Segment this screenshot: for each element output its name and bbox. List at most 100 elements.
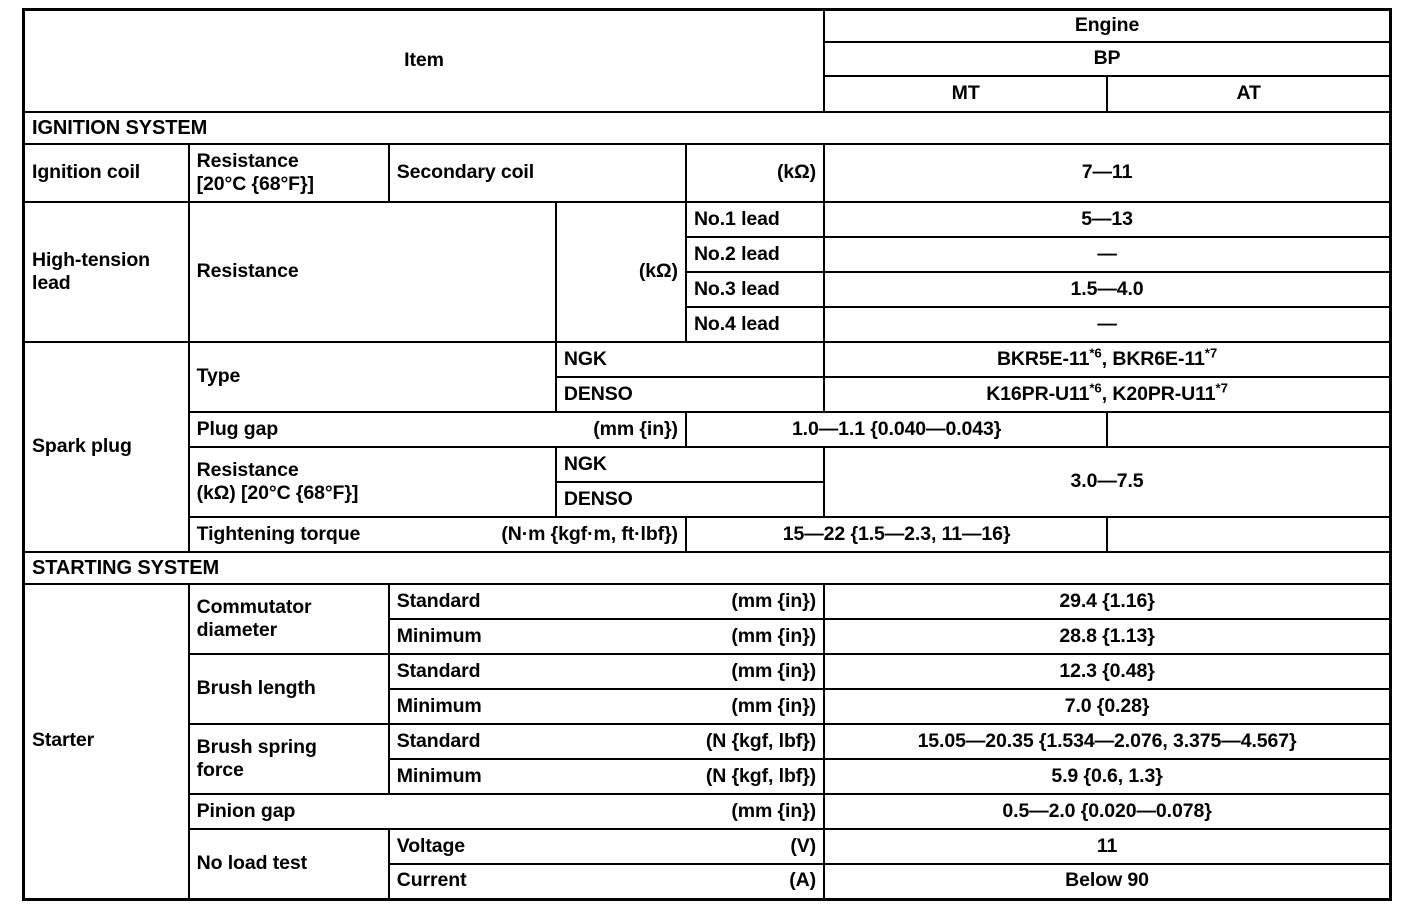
unit-tightening-torque: (N·m {kgf·m, ft·lbf}) [501, 522, 678, 545]
label-resistance-text: Resistance [196, 150, 299, 173]
subrow-brush-spring-minimum: Minimum (N {kgf, lbf}) [387, 758, 826, 795]
footnote-marker-6b: *6 [1089, 380, 1102, 396]
row-pinion-gap: Pinion gap (mm {in}) 0.5—2.0 {0.020—0.07… [24, 793, 1392, 830]
specifications-table: Item Engine BP MT AT IGNITION SYSTEM Ign… [22, 8, 1392, 901]
label-commutator-line2: diameter [196, 619, 278, 641]
label-ignition-coil-resistance: Resistance [20°C {68°F}] [187, 143, 390, 203]
value-no-load-voltage: 11 [823, 828, 1392, 865]
row-spark-plug-torque: Tightening torque (N·m {kgf·m, ft·lbf}) … [24, 516, 1391, 553]
row-no-load-voltage: No load test Voltage (V) 11 [24, 828, 1392, 900]
label-secondary-coil: Secondary coil [387, 143, 687, 203]
sublabel-current: Current [396, 869, 467, 892]
label-brush-length: Brush length [187, 653, 390, 725]
row-spark-plug-resistance-denso: DENSO [24, 481, 1391, 518]
value-denso-plug-2: K20PR-U11 [1112, 382, 1216, 405]
subrow-brush-length-minimum: Minimum (mm {in}) [387, 688, 826, 725]
row-commutator-minimum: Minimum (mm {in}) 28.8 {1.13} [24, 618, 1392, 655]
value-lead-1: 5—13 [823, 201, 1392, 238]
row-brush-spring-standard: Brush spring force Standard (N {kgf, lbf}… [24, 723, 1392, 795]
label-high-tension-resistance: Resistance [187, 201, 557, 343]
row-brush-spring-minimum: Minimum (N {kgf, lbf}) 5.9 {0.6, 1.3} [24, 758, 1392, 795]
label-brush-spring-line1: Brush spring [196, 736, 317, 759]
value-brush-spring-standard: 15.05—20.35 {1.534—2.076, 3.375—4.567} [823, 723, 1392, 760]
row-high-tension-lead-4: No.4 lead — [24, 306, 1392, 343]
value-spark-plug-type-ngk: BKR5E-11*6, BKR6E-11*7 [823, 341, 1392, 378]
label-lead-2: No.2 lead [684, 236, 826, 273]
row-high-tension-lead-2: No.2 lead — [24, 236, 1392, 273]
brand-denso-resistance: DENSO [554, 481, 826, 518]
label-brush-spring-line2: force [196, 759, 244, 781]
value-brush-length-minimum: 7.0 {0.28} [823, 688, 1392, 725]
subrow-brush-spring-standard: Standard (N {kgf, lbf}) [387, 723, 826, 760]
label-plug-gap: Plug gap [196, 417, 279, 440]
value-brush-spring-minimum: 5.9 {0.6, 1.3} [823, 758, 1392, 795]
subrow-no-load-current: Current (A) [387, 863, 826, 900]
header-row-engine: Item Engine [22, 8, 1392, 113]
label-resistance-temp: [20°C {68°F}] [196, 173, 314, 195]
label-lead-4: No.4 lead [684, 306, 826, 343]
sublabel-minimum: Minimum [396, 694, 482, 717]
group-ignition-coil: Ignition coil [22, 143, 190, 203]
group-high-tension-lead: High-tension lead [22, 201, 190, 343]
unit-brush-length-standard: (mm {in}) [731, 659, 817, 682]
value-brush-length-standard: 12.3 {0.48} [823, 653, 1392, 690]
value-lead-3: 1.5—4.0 [823, 271, 1392, 308]
unit-commutator-standard: (mm {in}) [731, 589, 817, 612]
value-lead-2: — [823, 236, 1392, 273]
label-commutator-diameter: Commutator diameter [187, 583, 390, 655]
value-denso-plug-1: K16PR-U11 [986, 382, 1090, 405]
label-spark-plug-resistance: Resistance (kΩ) [20°C {68°F}] [187, 446, 557, 518]
unit-brush-spring-minimum: (N {kgf, lbf}) [705, 764, 817, 787]
sublabel-standard: Standard [396, 729, 481, 752]
label-plug-gap-cell: Plug gap (mm {in}) [187, 411, 687, 448]
value-spark-plug-type-denso: K16PR-U11*6, K20PR-U11*7 [823, 376, 1392, 413]
header-item-label: Item [22, 8, 826, 113]
section-row-starting: STARTING SYSTEM [22, 551, 1392, 585]
unit-plug-gap: (mm {in}) [593, 417, 678, 440]
sublabel-minimum: Minimum [396, 624, 482, 647]
header-transmission-at: AT [1106, 75, 1392, 113]
group-spark-plug: Spark plug [22, 341, 190, 553]
value-lead-4: — [823, 306, 1392, 343]
brand-denso-type: DENSO [554, 376, 826, 413]
section-title-starting: STARTING SYSTEM [22, 551, 1392, 585]
header-row-transmission: MT AT [24, 75, 1392, 113]
row-high-tension-lead-3: No.3 lead 1.5—4.0 [24, 271, 1392, 308]
footnote-marker-6a: *6 [1089, 345, 1102, 361]
section-row-ignition: IGNITION SYSTEM [22, 111, 1392, 145]
label-sp-resistance-text: Resistance [196, 459, 299, 482]
value-plug-gap: 1.0—1.1 {0.040—0.043} [684, 411, 1109, 448]
value-ngk-sep: , [1101, 347, 1113, 370]
value-ignition-coil-secondary: 7—11 [823, 143, 1392, 203]
label-torque-cell: Tightening torque (N·m {kgf·m, ft·lbf}) [187, 516, 687, 553]
subrow-commutator-minimum: Minimum (mm {in}) [387, 618, 826, 655]
section-title-ignition: IGNITION SYSTEM [22, 111, 1392, 145]
sublabel-minimum: Minimum [396, 764, 482, 787]
header-transmission-mt: MT [823, 75, 1109, 113]
label-tightening-torque: Tightening torque [196, 522, 361, 545]
label-lead-3: No.3 lead [684, 271, 826, 308]
label-pinion-gap: Pinion gap [196, 799, 296, 822]
unit-high-tension-lead: (kΩ) [554, 201, 687, 343]
label-spark-plug-type: Type [187, 341, 557, 413]
value-tightening-torque: 15—22 {1.5—2.3, 11—16} [684, 516, 1109, 553]
brand-ngk-type: NGK [554, 341, 826, 378]
row-high-tension-lead-1: High-tension lead Resistance (kΩ) No.1 le… [22, 201, 1392, 343]
row-spark-plug-resistance-ngk: Resistance (kΩ) [20°C {68°F}] NGK 3.0—7.5 [24, 446, 1392, 518]
unit-pinion-gap: (mm {in}) [731, 799, 817, 822]
subrow-no-load-voltage: Voltage (V) [387, 828, 826, 865]
label-sp-resistance-unit: (kΩ) [20°C {68°F}] [196, 482, 359, 504]
unit-brush-spring-standard: (N {kgf, lbf}) [705, 729, 817, 752]
group-starter: Starter [22, 583, 190, 900]
row-spark-plug-type-ngk: Spark plug Type NGK BKR5E-11*6, BKR6E-11… [22, 341, 1392, 553]
row-commutator-standard: Starter Commutator diameter Standard (mm … [22, 583, 1392, 900]
header-engine-label: Engine [823, 8, 1392, 43]
value-ngk-plug-1: BKR5E-11 [996, 347, 1090, 370]
sublabel-voltage: Voltage [396, 834, 466, 857]
value-denso-sep: , [1101, 382, 1113, 405]
row-spark-plug-gap: Plug gap (mm {in}) 1.0—1.1 {0.040—0.043} [24, 411, 1391, 448]
group-high-tension-lead-line2: lead [32, 272, 71, 294]
subrow-brush-length-standard: Standard (mm {in}) [387, 653, 826, 690]
value-spark-plug-resistance: 3.0—7.5 [823, 446, 1392, 518]
